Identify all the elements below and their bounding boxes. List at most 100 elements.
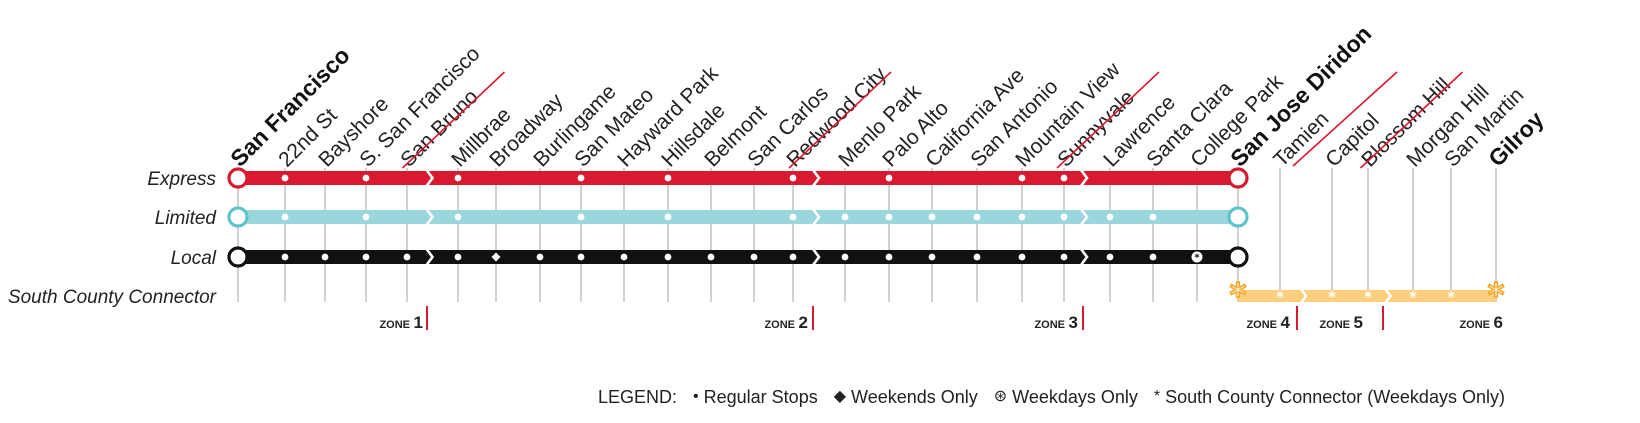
zone-chevron <box>811 248 821 266</box>
zone-label-2: ZONE 2 <box>764 306 814 332</box>
regular-stop-icon <box>664 253 672 261</box>
regular-stop-icon <box>281 174 289 182</box>
regular-stop-icon <box>928 253 936 261</box>
regular-stop-icon <box>1060 174 1068 182</box>
zone-word: ZONE <box>1459 319 1490 331</box>
zone-chevron <box>425 208 435 226</box>
zone-label-4: ZONE 4 <box>1246 306 1298 332</box>
regular-stop-icon <box>1060 213 1068 221</box>
legend-item-connector: * South County Connector (Weekdays Only) <box>1154 387 1505 408</box>
legend-label: Regular Stops <box>703 386 818 407</box>
regular-stop-icon <box>789 174 797 182</box>
terminal-asterisk-icon: * <box>1488 276 1505 314</box>
circled-star-icon: ⊛ <box>993 388 1008 405</box>
terminal-stop-icon <box>1227 206 1249 228</box>
regular-stop-icon <box>321 253 329 261</box>
regular-stop-icon <box>885 213 893 221</box>
regular-stop-icon <box>1018 174 1026 182</box>
service-labels: Express Limited Local South County Connecto… <box>8 169 218 308</box>
service-label-local: Local <box>171 248 217 269</box>
connector-stop-icon: * <box>1364 288 1372 306</box>
legend-label: Weekdays Only <box>1012 386 1138 407</box>
diamond-icon: ◆ <box>833 388 847 405</box>
zone-chevron <box>811 208 821 226</box>
zone-word: ZONE <box>379 319 410 331</box>
zone-number: 2 <box>799 313 808 332</box>
service-lines <box>238 169 1496 304</box>
regular-stop-icon <box>281 253 289 261</box>
regular-stop-icon <box>454 253 462 261</box>
regular-stop-icon <box>454 174 462 182</box>
zone-chevron <box>1300 288 1308 304</box>
regular-stop-icon <box>362 253 370 261</box>
zone-number: 3 <box>1069 313 1078 332</box>
connector-stop-icon: * <box>1276 288 1284 306</box>
terminal-stop-icon <box>227 246 249 268</box>
zone-number: 4 <box>1281 313 1291 332</box>
regular-stop-icon <box>885 174 893 182</box>
legend-item-regular: • Regular Stops <box>693 387 818 408</box>
zone-label-1: ZONE 1 <box>379 306 428 332</box>
zone-number: 5 <box>1354 313 1363 332</box>
terminal-stop-icon <box>1227 246 1249 268</box>
regular-stop-icon <box>577 174 585 182</box>
terminal-asterisk-icon: * <box>1230 276 1247 314</box>
terminal-stop-icon <box>1227 167 1249 189</box>
zone-label-3: ZONE 3 <box>1034 306 1084 332</box>
weekdays-stop-icon: * <box>1191 251 1203 264</box>
regular-stop-icon <box>885 253 893 261</box>
zone-chevron <box>811 169 821 187</box>
regular-stop-icon <box>973 253 981 261</box>
zone-boundary-slash <box>1056 71 1160 169</box>
zone-chevron <box>1079 169 1089 187</box>
weekends-stop-icon <box>491 252 501 262</box>
regular-stop-icon <box>928 213 936 221</box>
zone-boundary-slash <box>1359 71 1464 169</box>
legend-label: Weekends Only <box>851 386 978 407</box>
service-label-limited: Limited <box>155 208 218 229</box>
regular-stop-icon <box>664 213 672 221</box>
stop-markers: * * * * * * * * <box>227 167 1505 315</box>
zone-markers: ZONE 1 ZONE 2 ZONE 3 ZONE 4 ZONE 5 ZONE 6 <box>379 71 1503 332</box>
regular-stop-icon <box>1060 253 1068 261</box>
regular-stop-icon <box>1106 253 1114 261</box>
zone-chevron <box>1079 208 1089 226</box>
zone-chevron <box>425 169 435 187</box>
zone-chevron <box>1079 248 1089 266</box>
regular-stop-icon <box>1018 213 1026 221</box>
legend: LEGEND: • Regular Stops ◆ Weekends Only … <box>598 386 1505 408</box>
terminal-stop-icon <box>227 206 249 228</box>
zone-word: ZONE <box>764 319 795 331</box>
regular-stop-icon <box>362 213 370 221</box>
legend-label: South County Connector (Weekdays Only) <box>1165 386 1505 407</box>
regular-stop-icon <box>362 174 370 182</box>
regular-stop-icon <box>841 213 849 221</box>
zone-number: 1 <box>414 313 423 332</box>
svg-text:*: * <box>1194 253 1200 264</box>
zone-boundary-slash <box>1292 71 1398 167</box>
connector-stop-icon: * <box>1328 288 1336 306</box>
legend-title: LEGEND: <box>598 386 678 407</box>
asterisk-icon: * <box>1153 388 1161 405</box>
regular-stop-icon <box>1149 253 1157 261</box>
regular-stop-icon <box>577 213 585 221</box>
regular-stop-icon <box>973 213 981 221</box>
terminal-stop-icon <box>227 167 249 189</box>
connector-stop-icon: * <box>1409 288 1417 306</box>
zone-number: 6 <box>1494 313 1503 332</box>
regular-stop-icon <box>1018 253 1026 261</box>
zone-label-5: ZONE 5 <box>1319 306 1384 332</box>
legend-item-weekends: ◆ Weekends Only <box>834 387 978 408</box>
station-guide-lines <box>237 168 1497 302</box>
dot-icon: • <box>693 388 699 405</box>
regular-stop-icon <box>1106 213 1114 221</box>
regular-stop-icon <box>577 253 585 261</box>
service-label-scc: South County Connector <box>8 287 217 308</box>
zone-label-6: ZONE 6 <box>1459 313 1503 332</box>
regular-stop-icon <box>1149 213 1157 221</box>
zone-word: ZONE <box>1319 319 1350 331</box>
regular-stop-icon <box>620 253 628 261</box>
regular-stop-icon <box>664 174 672 182</box>
regular-stop-icon <box>403 253 411 261</box>
